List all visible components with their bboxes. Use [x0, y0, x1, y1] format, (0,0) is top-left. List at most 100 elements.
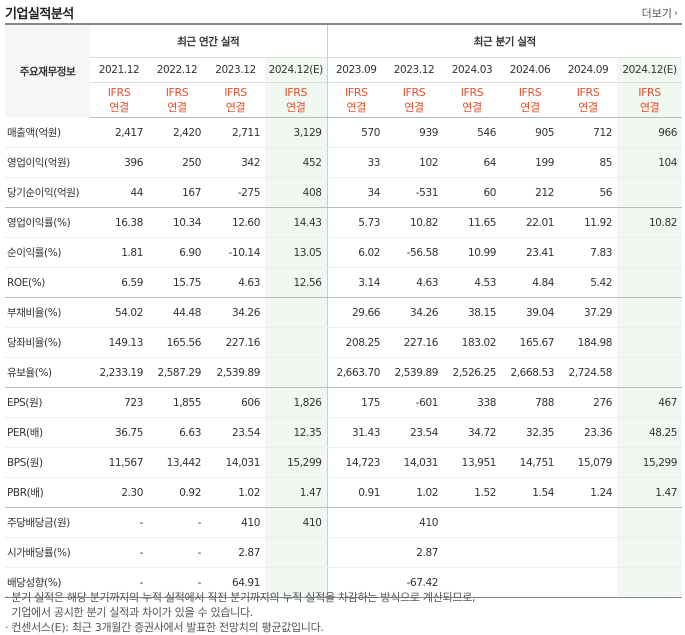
table-cell: 12.35	[265, 417, 328, 448]
table-cell: 250	[148, 147, 206, 178]
table-cell: 15.75	[148, 267, 206, 298]
table-row: EPS(원) 723 1,855 606 1,826 175 -601 338 788 276 46…	[5, 387, 683, 418]
table-cell: 10.82	[617, 207, 683, 238]
table-cell: 2,668.53	[501, 357, 560, 388]
period-header: 2023.12	[206, 57, 265, 83]
period-header: 2022.12	[148, 57, 206, 83]
period-header: 2024.12(E)	[617, 57, 683, 83]
table-cell: 10.99	[443, 237, 502, 268]
table-cell: 11.92	[559, 207, 618, 238]
consolidated-label: 연결	[578, 101, 598, 114]
row-label: 유보율(%)	[5, 357, 90, 388]
table-cell	[559, 537, 618, 568]
table-cell: 4.63	[385, 267, 444, 298]
table-cell: 64	[443, 147, 502, 178]
table-row: 당기순이익(억원) 44 167 -275 408 34 -531 60 212 56	[5, 177, 683, 208]
table-row: 영업이익률(%) 16.38 10.34 12.60 14.43 5.73 10.82 11.…	[5, 207, 683, 238]
table-cell: 452	[265, 147, 328, 178]
table-cell: 966	[617, 117, 683, 148]
table-cell: -	[90, 537, 148, 568]
table-row: 당좌비율(%) 149.13 165.56 227.16 208.25 227.16 183…	[5, 327, 683, 358]
table-cell	[265, 297, 328, 328]
table-cell: 165.56	[148, 327, 206, 358]
table-cell: 165.67	[501, 327, 560, 358]
table-row: 영업이익(억원) 396 250 342 452 33 102 64 199 85 104	[5, 147, 683, 178]
table-cell: 2,420	[148, 117, 206, 148]
table-cell: 14,031	[385, 447, 444, 478]
table-cell: 11,567	[90, 447, 148, 478]
table-cell: 1,826	[265, 387, 328, 418]
table-cell: 23.41	[501, 237, 560, 268]
table-cell: 12.60	[206, 207, 265, 238]
table-cell: 85	[559, 147, 618, 178]
table-cell: 5.73	[326, 207, 386, 238]
period-header: 2021.12	[90, 57, 148, 83]
table-row: 매출액(억원) 2,417 2,420 2,711 3,129 570 939 546 905 7…	[5, 117, 683, 148]
consolidated-label: 연결	[225, 101, 246, 114]
table-cell: 1.47	[617, 477, 683, 508]
consolidated-label: 연결	[462, 101, 482, 114]
period-header: 2024.09	[559, 57, 618, 83]
table-row: 시가배당률(%) - -2.87 2.87	[5, 537, 683, 568]
table-cell: 16.38	[90, 207, 148, 238]
table-cell: 2,526.25	[443, 357, 502, 388]
table-cell: 37.29	[559, 297, 618, 328]
table-cell: 22.01	[501, 207, 560, 238]
table-cell: 1.02	[206, 477, 265, 508]
table-cell: 227.16	[206, 327, 265, 358]
row-label: 당기순이익(억원)	[5, 177, 90, 208]
ifrs-label: IFRS	[224, 86, 247, 99]
table-row: 유보율(%) 2,233.19 2,587.29 2,539.89 2,663.70 2,…	[5, 357, 683, 388]
table-cell: 723	[90, 387, 148, 418]
period-header: 2024.03	[443, 57, 502, 83]
table-cell: 208.25	[326, 327, 386, 358]
table-cell: 2,711	[206, 117, 265, 148]
section-title: 기업실적분석	[5, 7, 74, 22]
ifrs-label: IFRS	[576, 86, 600, 99]
table-cell: 44	[90, 177, 148, 208]
table-cell: 64.91	[206, 567, 265, 598]
table-cell: 1.02	[385, 477, 444, 508]
table-cell: -601	[385, 387, 444, 418]
table-cell: 4.63	[206, 267, 265, 298]
consolidated-label: 연결	[520, 101, 540, 114]
table-cell: -56.58	[385, 237, 444, 268]
table-cell: 4.53	[443, 267, 502, 298]
period-header: 2023.09	[326, 57, 386, 83]
ifrs-label: IFRS	[344, 86, 368, 99]
table-cell: 939	[385, 117, 444, 148]
table-cell: 606	[206, 387, 265, 418]
table-cell: 39.04	[501, 297, 560, 328]
table-cell	[326, 567, 386, 598]
table-cell	[326, 507, 386, 538]
table-cell: -	[148, 507, 206, 538]
table-cell: 60	[443, 177, 502, 208]
ifrs-label: IFRS	[638, 86, 661, 99]
row-label: ROE(%)	[5, 267, 90, 298]
accounting-standard: IFRS 연결	[90, 82, 148, 118]
ifrs-label: IFRS	[518, 86, 542, 99]
accounting-standard: IFRS 연결	[206, 82, 265, 118]
accounting-standard: IFRS 연결	[617, 82, 683, 118]
table-cell: 1.24	[559, 477, 618, 508]
row-label: 주당배당금(원)	[5, 507, 90, 538]
row-label: 당좌비율(%)	[5, 327, 90, 358]
table-cell	[501, 567, 560, 598]
consolidated-label: 연결	[286, 101, 306, 114]
table-cell: 23.54	[206, 417, 265, 448]
table-cell: 2,539.89	[385, 357, 444, 388]
period-header: 2023.12	[385, 57, 444, 83]
table-row: PER(배) 36.75 6.63 23.54 12.35 31.43 23.54 34.72…	[5, 417, 683, 448]
table-cell	[559, 567, 618, 598]
table-cell	[617, 267, 683, 298]
more-link[interactable]: 더보기 ›	[642, 5, 678, 21]
table-cell: 36.75	[90, 417, 148, 448]
consolidated-label: 연결	[639, 101, 660, 114]
table-cell: 13.05	[265, 237, 328, 268]
row-label: PBR(배)	[5, 477, 90, 508]
footnote-1: · 분기 실적은 해당 분기까지의 누적 실적에서 직전 분기까지의 누적 실적…	[5, 591, 476, 604]
table-cell: 175	[326, 387, 386, 418]
table-cell: 183.02	[443, 327, 502, 358]
table-cell: 31.43	[326, 417, 386, 448]
table-cell: 1.47	[265, 477, 328, 508]
